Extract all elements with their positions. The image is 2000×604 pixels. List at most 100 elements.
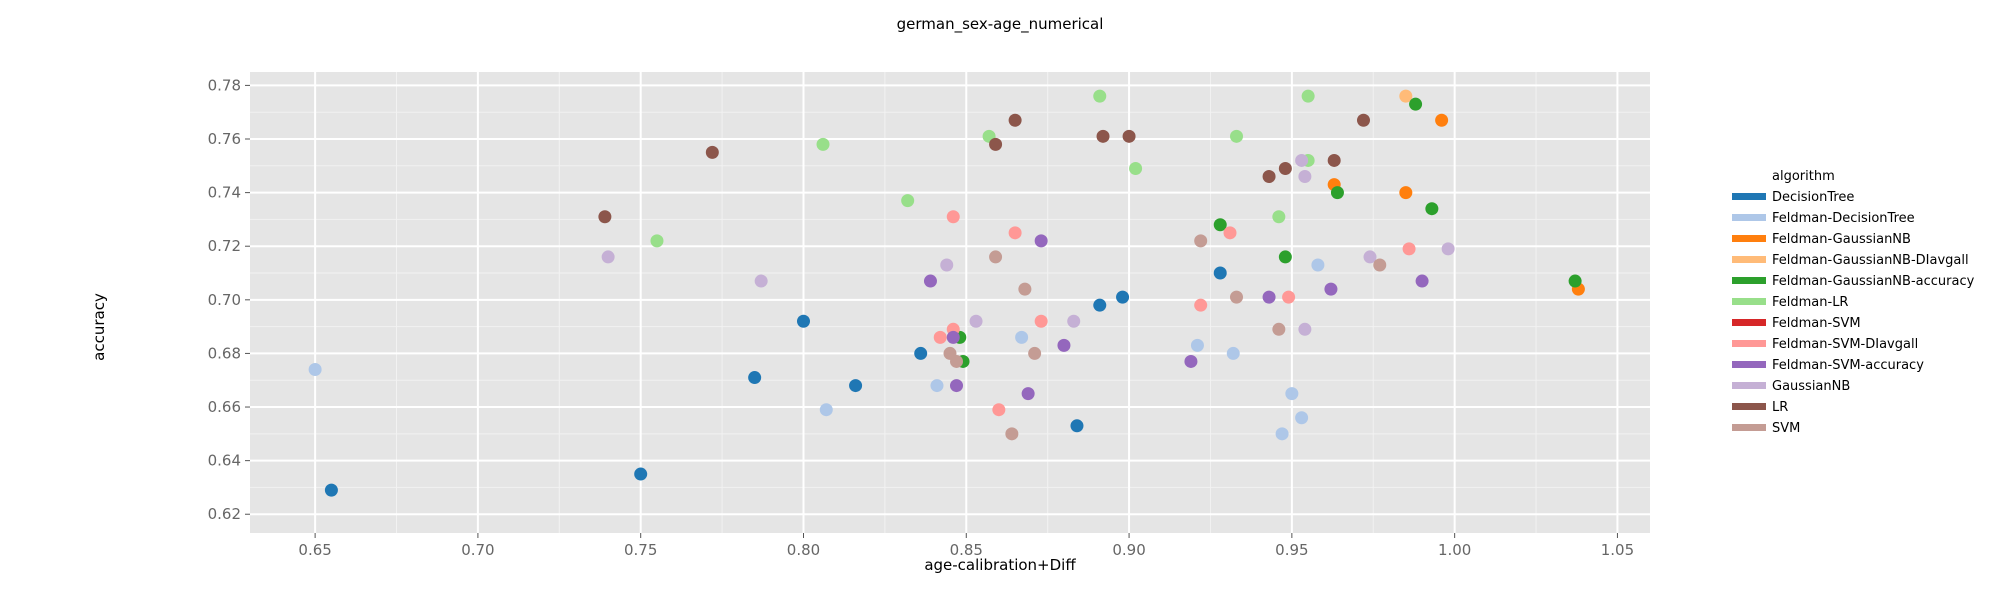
data-point <box>1568 274 1582 288</box>
data-point <box>989 250 1003 264</box>
data-point <box>1096 129 1110 143</box>
legend-entry: Feldman-GaussianNB-DIavgall <box>1772 253 1969 268</box>
y-tick-label: 0.78 <box>208 76 241 94</box>
data-point <box>1129 161 1143 175</box>
data-point <box>1223 226 1237 240</box>
data-point <box>1190 338 1204 352</box>
legend-swatch <box>1732 424 1766 431</box>
data-point <box>1070 419 1084 433</box>
data-point <box>1184 354 1198 368</box>
data-point <box>1373 258 1387 272</box>
data-point <box>1262 170 1276 184</box>
data-point <box>1402 242 1416 256</box>
data-point <box>946 210 960 224</box>
data-point <box>1262 290 1276 304</box>
data-point <box>1272 210 1286 224</box>
data-point <box>1272 322 1286 336</box>
data-point <box>992 403 1006 417</box>
legend-entry: Feldman-DecisionTree <box>1772 211 1915 226</box>
series-lr <box>598 113 1370 224</box>
data-point <box>1425 202 1439 216</box>
x-tick-label: 0.65 <box>298 541 331 559</box>
legend-swatch <box>1732 361 1766 368</box>
data-point <box>1356 113 1370 127</box>
data-point <box>1324 282 1338 296</box>
legend-swatch <box>1732 277 1766 284</box>
series-gaussiannb <box>601 153 1455 336</box>
data-point <box>1034 314 1048 328</box>
data-point <box>1298 322 1312 336</box>
data-point <box>1327 153 1341 167</box>
data-point <box>969 314 983 328</box>
data-point <box>1275 427 1289 441</box>
data-point <box>1278 250 1292 264</box>
data-point <box>1028 346 1042 360</box>
y-tick-label: 0.70 <box>208 291 241 309</box>
data-point <box>1441 242 1455 256</box>
y-axis-label: accuracy <box>90 293 108 361</box>
data-point <box>1230 290 1244 304</box>
data-point <box>1415 274 1429 288</box>
data-point <box>1008 113 1022 127</box>
legend-entry: DecisionTree <box>1772 190 1854 205</box>
data-point <box>1226 346 1240 360</box>
data-point <box>650 234 664 248</box>
series-svm <box>943 234 1387 441</box>
data-point <box>1122 129 1136 143</box>
legend-entry: Feldman-SVM-DIavgall <box>1772 337 1918 352</box>
data-point <box>1298 170 1312 184</box>
y-tick-label: 0.76 <box>208 130 241 148</box>
data-point <box>1285 387 1299 401</box>
data-point <box>1008 226 1022 240</box>
data-point <box>901 194 915 208</box>
series-feldman-gaussiannb <box>1327 113 1585 296</box>
series-decisiontree <box>324 266 1227 497</box>
data-point <box>930 379 944 393</box>
legend-entry: Feldman-GaussianNB-accuracy <box>1772 274 1975 289</box>
data-point <box>1330 186 1344 200</box>
x-tick-label: 0.95 <box>1275 541 1308 559</box>
y-tick-label: 0.62 <box>208 505 241 523</box>
data-point <box>598 210 612 224</box>
legend-swatch <box>1732 340 1766 347</box>
legend-entry: SVM <box>1772 421 1800 436</box>
plot-background <box>250 72 1650 533</box>
data-point <box>1034 234 1048 248</box>
data-point <box>705 145 719 159</box>
data-point <box>1213 218 1227 232</box>
data-point <box>923 274 937 288</box>
data-point <box>1194 234 1208 248</box>
data-point <box>940 258 954 272</box>
legend: algorithm DecisionTree Feldman-DecisionTr… <box>1732 169 1975 436</box>
data-point <box>1311 258 1325 272</box>
data-point <box>1409 97 1423 111</box>
data-point <box>946 330 960 344</box>
y-tick-label: 0.64 <box>208 452 241 470</box>
data-point <box>1015 330 1029 344</box>
data-point <box>1278 161 1292 175</box>
x-tick-label: 0.85 <box>950 541 983 559</box>
x-tick-label: 1.05 <box>1601 541 1634 559</box>
data-point <box>1363 250 1377 264</box>
data-point <box>816 137 830 151</box>
x-tick-label: 0.90 <box>1112 541 1145 559</box>
data-point <box>324 483 338 497</box>
chart-title: german_sex-age_numerical <box>897 15 1104 34</box>
plot-area: 0.65 0.70 0.75 0.80 0.85 0.90 0.95 1.00 1.05 0.62… <box>208 72 1650 559</box>
data-point <box>849 379 863 393</box>
legend-entry: Feldman-SVM-accuracy <box>1772 358 1924 373</box>
legend-entry: GaussianNB <box>1772 379 1850 394</box>
x-tick-label: 0.70 <box>461 541 494 559</box>
series-feldman-svm-accuracy <box>923 234 1429 401</box>
data-point <box>1005 427 1019 441</box>
legend-title: algorithm <box>1772 169 1835 184</box>
data-point <box>634 467 648 481</box>
data-point <box>1295 411 1309 425</box>
x-tick-label: 0.75 <box>624 541 657 559</box>
data-point <box>989 137 1003 151</box>
series-feldman-svm-diavgall <box>933 210 1416 417</box>
y-tick-label: 0.72 <box>208 237 241 255</box>
data-point <box>1093 89 1107 103</box>
